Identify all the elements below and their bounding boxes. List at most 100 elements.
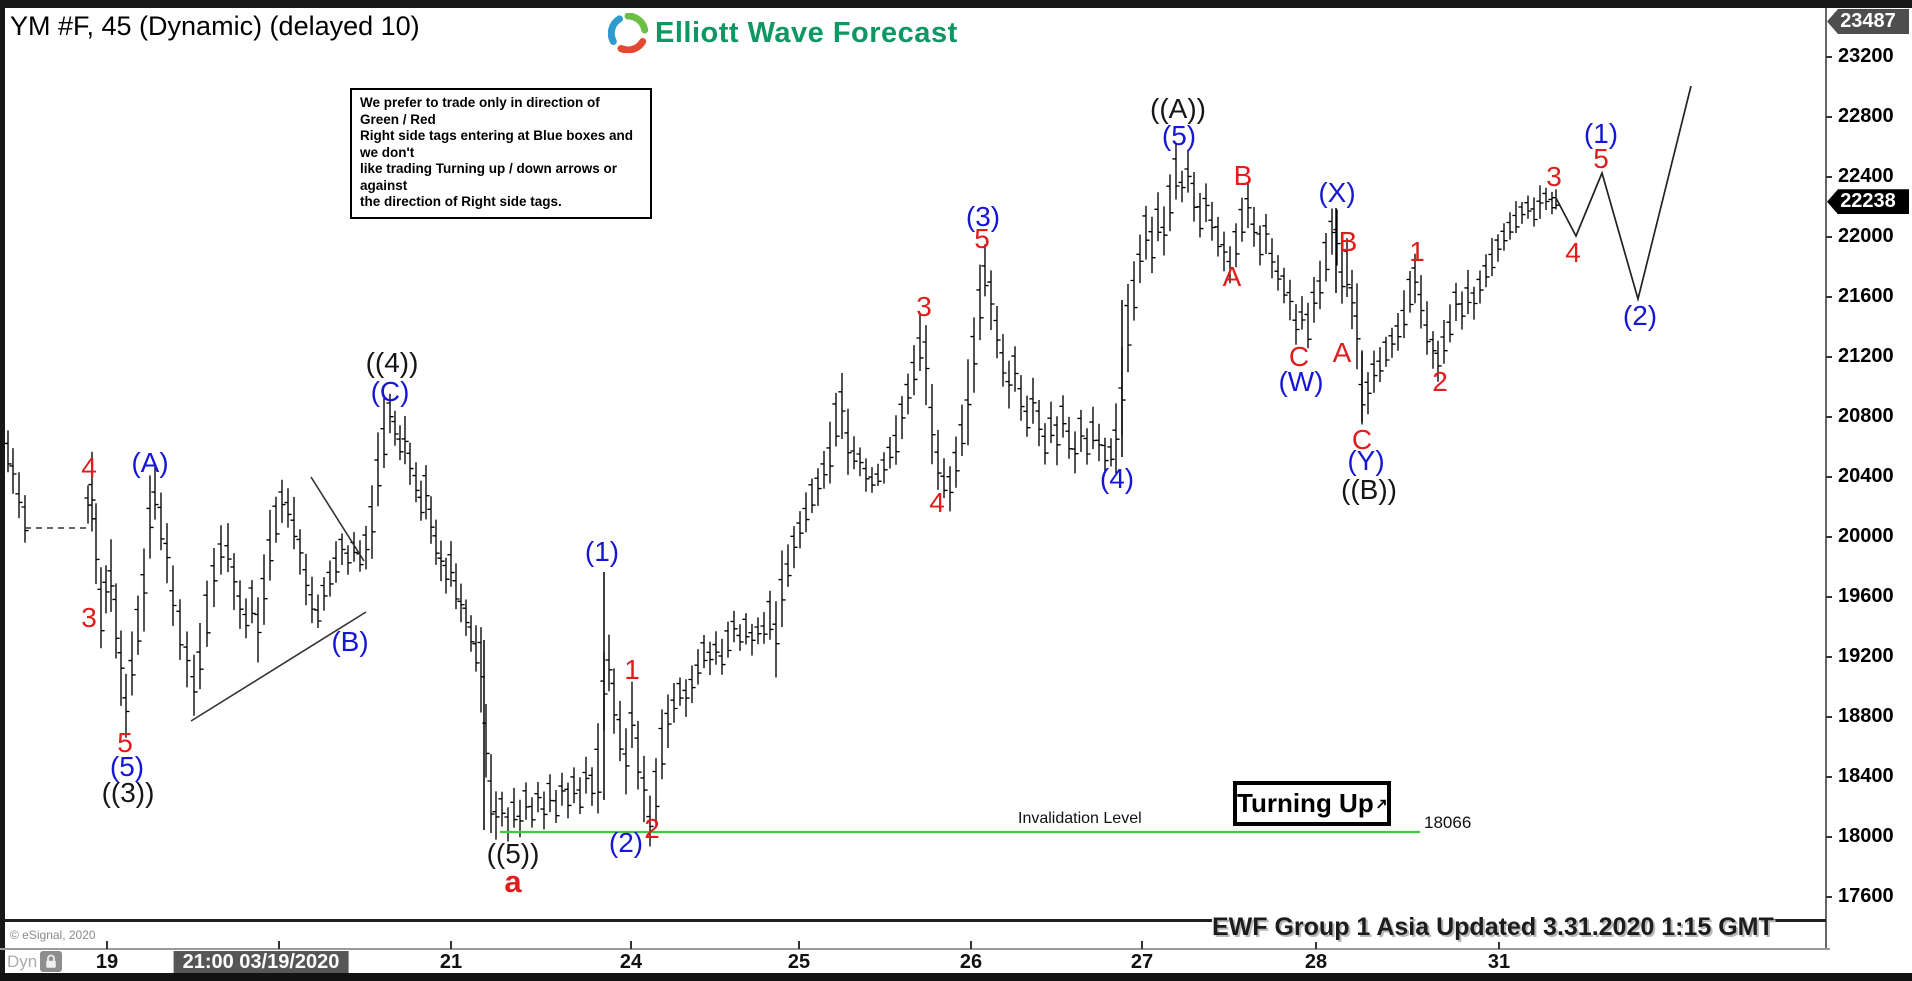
date-label: 21 (439, 951, 463, 973)
date-tick (106, 941, 108, 949)
price-tick (1826, 656, 1832, 658)
disclaimer-line: We prefer to trade only in direction of … (360, 95, 600, 127)
date-label: 25 (787, 951, 811, 973)
wave-label-5: 5 (974, 223, 990, 254)
price-tick (1826, 836, 1832, 838)
wave-label-w: (W) (1278, 366, 1324, 397)
wave-label-4: (4) (1099, 463, 1135, 494)
wave-label-4: 4 (81, 452, 97, 483)
price-tick-label: 22000 (1838, 225, 1894, 247)
price-tick-label: 19600 (1838, 585, 1894, 607)
wave-label-3: (3) (965, 201, 1001, 232)
date-tick (450, 941, 452, 949)
wave-label-a: A (1222, 261, 1242, 292)
left-border (0, 0, 5, 975)
wave-label-4: 4 (1565, 237, 1581, 268)
date-label: 28 (1304, 951, 1328, 973)
wave-label-a: A (1332, 337, 1352, 368)
price-tick (1826, 716, 1832, 718)
wave-label-y: (Y) (1347, 445, 1385, 476)
date-label: 31 (1487, 951, 1511, 973)
wave-label-5: 5 (1593, 143, 1609, 174)
wave-label-b: B (1338, 226, 1358, 257)
price-tick-label: 19200 (1838, 645, 1894, 667)
price-tick-label: 17600 (1838, 885, 1894, 907)
wave-label-c: (C) (370, 376, 410, 407)
disclaimer-line: like trading Turning up / down arrows or… (360, 161, 618, 193)
wave-label-5: (5) (1161, 120, 1197, 151)
wave-label-3: 3 (916, 291, 932, 322)
top-bar (0, 0, 1912, 8)
axis-separator (0, 948, 1830, 950)
price-axis[interactable]: 23200 22800 22400 22000 21600 21200 20800 20400… (1826, 8, 1912, 949)
date-tick (798, 941, 800, 949)
price-tick-label: 22400 (1838, 165, 1894, 187)
price-tick (1826, 596, 1832, 598)
price-tick (1826, 776, 1832, 778)
bottom-bar (0, 973, 1912, 981)
price-tick-label: 18800 (1838, 705, 1894, 727)
logo-text: Elliott Wave Forecast (655, 16, 958, 49)
disclaimer-line: Right side tags entering at Blue boxes a… (360, 128, 634, 160)
logo: Elliott Wave Forecast (608, 13, 958, 53)
price-tick (1826, 236, 1832, 238)
wave-label-c: C (1288, 341, 1310, 372)
dyn-label: Dyn (7, 952, 38, 971)
copyright: © eSignal, 2020 (10, 928, 96, 942)
wave-label-1: 1 (1409, 236, 1425, 267)
wave-label-5: ((5)) (486, 838, 540, 869)
turning-up-badge: Turning Up (1233, 781, 1391, 826)
price-tick-label: 20800 (1838, 405, 1894, 427)
wave-label-4: ((4)) (365, 347, 419, 378)
wave-label-3: ((3)) (101, 777, 155, 808)
wave-label-2: (2) (1622, 300, 1658, 331)
wave-label-a: (A) (131, 447, 169, 478)
price-high-badge: 23487 (1827, 9, 1909, 34)
price-tick-label: 20400 (1838, 465, 1894, 487)
wave-label-b: B (1233, 160, 1253, 191)
date-tick (970, 941, 972, 949)
chart-title: YM #F, 45 (Dynamic) (delayed 10) (10, 11, 420, 41)
wave-label-3: 3 (81, 602, 97, 633)
date-label: 24 (619, 951, 643, 973)
wave-label-a: ((A)) (1150, 93, 1206, 124)
wave-label-1: 1 (624, 654, 640, 685)
wave-label-5: 5 (117, 727, 133, 758)
price-tick (1826, 416, 1832, 418)
turning-up-text: Turning Up (1237, 788, 1374, 818)
date-tick (278, 941, 280, 949)
price-tick-label: 18000 (1838, 825, 1894, 847)
wave-label-2: 2 (644, 813, 660, 844)
price-tick (1826, 296, 1832, 298)
price-tick-label: 21600 (1838, 285, 1894, 307)
wave-label-1: (1) (584, 536, 620, 567)
disclaimer-box: We prefer to trade only in direction of … (350, 88, 652, 219)
invalidation-level-value: 18066 (1424, 813, 1472, 832)
plot-bottom-border (5, 919, 1826, 922)
date-axis[interactable]: 19 21:00 03/19/2020 21 24 25 26 27 28 31 (0, 941, 1830, 974)
price-tick-label: 21200 (1838, 345, 1894, 367)
price-tick-label: 23200 (1838, 45, 1894, 67)
price-tick (1826, 536, 1832, 538)
disclaimer-line: the direction of Right side tags. (360, 194, 562, 209)
date-label: 26 (959, 951, 983, 973)
logo-icon (608, 13, 648, 53)
price-tick (1826, 356, 1832, 358)
wave-label-b: (B) (331, 626, 369, 657)
invalidation-level-label: Invalidation Level (1018, 810, 1142, 827)
price-tick-label: 20000 (1838, 525, 1894, 547)
lock-icon[interactable] (40, 951, 62, 972)
date-label: 19 (95, 951, 119, 973)
price-tick (1826, 476, 1832, 478)
date-tick (630, 941, 632, 949)
price-tick (1826, 56, 1832, 58)
date-label-highlighted: 21:00 03/19/2020 (173, 951, 349, 974)
wave-label-2: 2 (1432, 366, 1448, 397)
date-tick (1498, 941, 1500, 949)
price-tick-label: 18400 (1838, 765, 1894, 787)
price-tick (1826, 116, 1832, 118)
date-label: 27 (1130, 951, 1154, 973)
wave-label-b: ((B)) (1341, 474, 1397, 505)
wave-label-4: 4 (929, 487, 945, 518)
